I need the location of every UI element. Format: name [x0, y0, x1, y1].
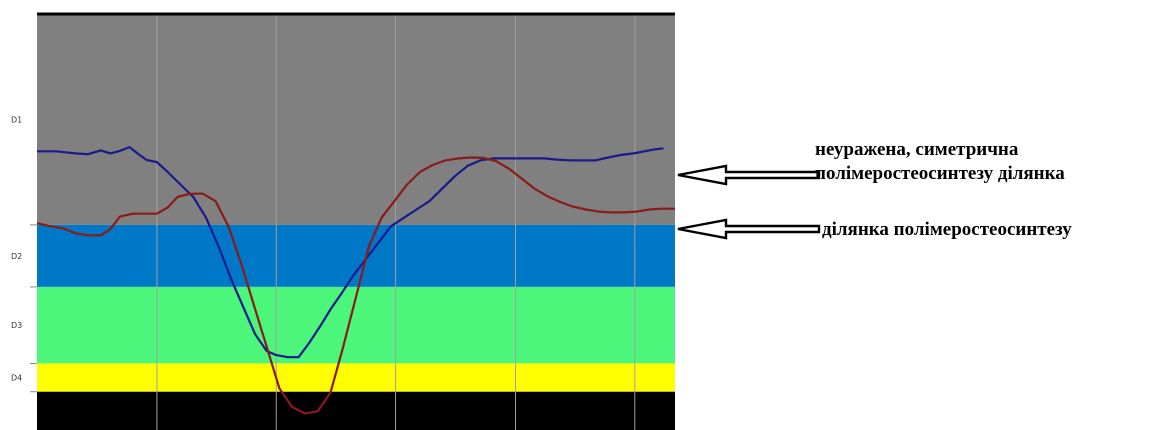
band-labels: D1 D2 D3 D4 [11, 115, 37, 393]
annotation-intact-line2: полімеростеосинтезу ділянка [815, 163, 1065, 184]
annotation-intact: неуражена, симетрична полімеростеосинтез… [815, 138, 1065, 186]
series-lines [36, 146, 675, 415]
annotation-intact-line1: неуражена, симетрична [815, 139, 1019, 160]
band-label-d4: D4 [11, 374, 22, 383]
arrow-osteo-icon [677, 218, 821, 240]
annotation-osteo: ділянка полімеростеосинтезу [822, 219, 1072, 240]
band-label-d3: D3 [11, 321, 22, 330]
series-line-intact [37, 146, 664, 359]
band-label-d2: D2 [11, 252, 22, 261]
band-d2 [37, 224, 675, 287]
band-d1 [37, 14, 675, 225]
arrow-intact-icon [677, 164, 821, 186]
band-base [37, 391, 675, 430]
series-line-osteo [36, 156, 675, 415]
band-label-d1: D1 [11, 115, 22, 124]
band-d4 [37, 363, 675, 392]
density-bands [37, 14, 675, 430]
